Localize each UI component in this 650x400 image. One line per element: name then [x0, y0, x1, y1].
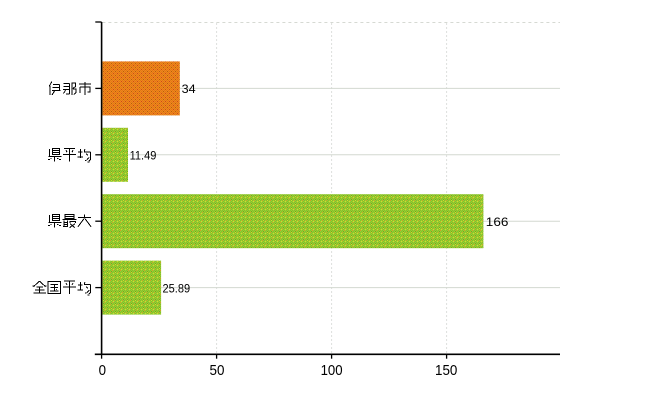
svg-text:150: 150: [435, 362, 457, 379]
svg-text:34: 34: [182, 82, 196, 96]
svg-text:0: 0: [99, 362, 106, 379]
svg-text:11.49: 11.49: [130, 149, 157, 163]
svg-text:25.89: 25.89: [163, 281, 191, 295]
svg-text:166: 166: [486, 215, 509, 229]
svg-text:50: 50: [210, 362, 225, 379]
svg-text:100: 100: [321, 362, 343, 379]
